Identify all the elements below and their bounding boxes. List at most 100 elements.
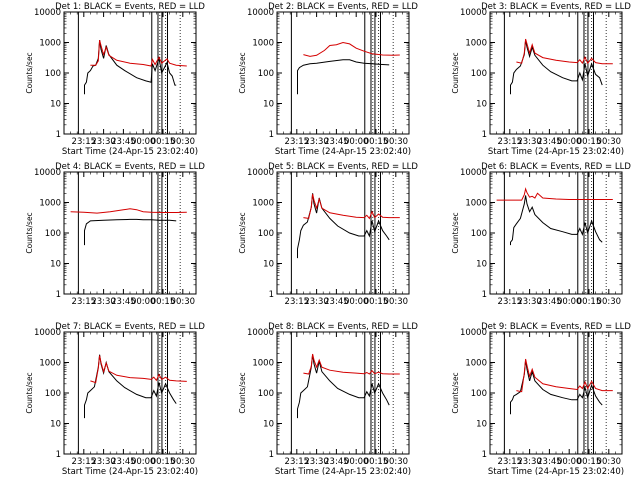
- series-events-line: [297, 59, 390, 95]
- chart-panel-9: 1 10 100 1000 10000 23:1523:3023:4500:0000:15…: [451, 322, 631, 477]
- y-tick-label: 100: [258, 389, 274, 399]
- y-tick-label: 1000: [39, 39, 61, 49]
- y-tick-label: 1000: [252, 39, 274, 49]
- series-lld-line: [303, 41, 400, 57]
- y-tick-label: 10: [263, 100, 274, 110]
- x-tick-label: 23:15: [498, 297, 523, 307]
- series-lld-line: [516, 358, 613, 393]
- y-tick-label: 10000: [460, 8, 487, 18]
- y-tick-label: 1: [482, 130, 487, 140]
- x-tick-label: 00:00: [557, 297, 582, 307]
- x-tick-label: 00:00: [557, 137, 582, 147]
- y-tick-label: 10000: [34, 8, 61, 18]
- series-events-line: [84, 354, 177, 419]
- x-axis-label: Start Time (24-Apr-15 23:02:40): [275, 147, 411, 157]
- x-tick-label: 00:15: [577, 297, 602, 307]
- chart-panel-3: 1 10 100 1000 10000 23:1523:3023:4500:0000:15…: [451, 2, 631, 157]
- x-axis-label: Start Time (24-Apr-15 23:02:40): [275, 467, 411, 477]
- series-lld-line: [496, 187, 613, 201]
- chart-panel-5: 1 10 100 1000 10000 23:1523:3023:4500:0000:15…: [238, 162, 418, 307]
- x-tick-label: 23:30: [91, 297, 116, 307]
- x-tick-label: 23:15: [72, 457, 97, 467]
- x-tick-label: 23:15: [285, 297, 310, 307]
- x-tick-label: 00:00: [557, 457, 582, 467]
- x-tick-label: 00:15: [364, 137, 389, 147]
- y-tick-label: 1: [56, 450, 61, 460]
- x-tick-label: 00:30: [171, 137, 196, 147]
- x-tick-label: 00:30: [384, 457, 409, 467]
- chart-title: Det 3: BLACK = Events, RED = LLD: [481, 2, 631, 12]
- y-axis-label: Counts/sec: [238, 52, 247, 93]
- x-tick-label: 00:00: [344, 137, 369, 147]
- chart-title: Det 9: BLACK = Events, RED = LLD: [481, 322, 631, 332]
- y-tick-label: 100: [471, 389, 487, 399]
- series-events-line: [297, 354, 390, 419]
- x-tick-label: 00:15: [364, 297, 389, 307]
- y-tick-label: 10000: [247, 168, 274, 178]
- x-tick-label: 00:15: [364, 457, 389, 467]
- y-tick-label: 10000: [247, 8, 274, 18]
- y-tick-label: 10000: [34, 328, 61, 338]
- y-tick-label: 10: [263, 420, 274, 430]
- x-tick-label: 00:30: [597, 457, 622, 467]
- y-axis-label: Counts/sec: [451, 212, 460, 253]
- y-tick-label: 1000: [465, 39, 487, 49]
- x-tick-label: 00:00: [344, 457, 369, 467]
- series-lld-line: [70, 208, 187, 214]
- x-tick-label: 00:30: [597, 137, 622, 147]
- y-tick-label: 10: [476, 100, 487, 110]
- y-axis-label: Counts/sec: [451, 372, 460, 413]
- y-axis-label: Counts/sec: [25, 372, 34, 413]
- x-tick-label: 23:30: [91, 457, 116, 467]
- x-axis-label: Start Time (24-Apr-15 23:02:40): [62, 147, 198, 157]
- chart-title: Det 5: BLACK = Events, RED = LLD: [268, 162, 418, 172]
- y-tick-label: 1000: [465, 359, 487, 369]
- x-tick-label: 00:30: [171, 457, 196, 467]
- x-tick-label: 23:45: [324, 137, 349, 147]
- chart-panel-2: 1 10 100 1000 10000 23:1523:3023:4500:0000:15…: [238, 2, 418, 157]
- y-tick-label: 10: [476, 420, 487, 430]
- x-tick-label: 23:30: [304, 137, 329, 147]
- y-tick-label: 1: [56, 290, 61, 300]
- chart-title: Det 2: BLACK = Events, RED = LLD: [268, 2, 418, 12]
- series-events-line: [297, 193, 390, 259]
- series-events-line: [84, 218, 177, 246]
- chart-panel-4: 1 10 100 1000 10000 23:1523:3023:4500:0000:15…: [25, 162, 205, 307]
- series-lld-line: [303, 193, 400, 220]
- x-tick-label: 00:15: [151, 137, 176, 147]
- x-tick-label: 00:15: [577, 137, 602, 147]
- y-tick-label: 100: [45, 69, 61, 79]
- chart-title: Det 8: BLACK = Events, RED = LLD: [268, 322, 418, 332]
- y-tick-label: 100: [258, 229, 274, 239]
- x-tick-label: 23:45: [537, 297, 562, 307]
- x-tick-label: 23:45: [537, 457, 562, 467]
- y-tick-label: 1000: [252, 359, 274, 369]
- x-tick-label: 23:15: [498, 137, 523, 147]
- y-tick-label: 1: [269, 450, 274, 460]
- y-tick-label: 100: [471, 69, 487, 79]
- chart-title: Det 6: BLACK = Events, RED = LLD: [481, 162, 631, 172]
- x-tick-label: 00:30: [384, 297, 409, 307]
- x-tick-label: 00:00: [344, 297, 369, 307]
- series-lld-line: [90, 355, 187, 384]
- x-tick-label: 23:15: [498, 457, 523, 467]
- x-tick-label: 23:45: [324, 457, 349, 467]
- series-events-line: [510, 360, 603, 415]
- x-tick-label: 00:30: [171, 297, 196, 307]
- x-tick-label: 23:45: [111, 137, 136, 147]
- y-tick-label: 1: [482, 450, 487, 460]
- series-events-line: [510, 195, 603, 246]
- chart-panel-7: 1 10 100 1000 10000 23:1523:3023:4500:0000:15…: [25, 322, 205, 477]
- series-events-line: [84, 40, 177, 95]
- y-axis-label: Counts/sec: [238, 372, 247, 413]
- x-tick-label: 00:15: [577, 457, 602, 467]
- series-lld-line: [516, 38, 613, 65]
- x-tick-label: 23:30: [517, 457, 542, 467]
- x-axis-label: Start Time (24-Apr-15 23:02:40): [488, 467, 624, 477]
- y-tick-label: 10: [50, 100, 61, 110]
- series-lld-line: [303, 353, 400, 375]
- x-tick-label: 23:15: [72, 137, 97, 147]
- chart-title: Det 4: BLACK = Events, RED = LLD: [55, 162, 205, 172]
